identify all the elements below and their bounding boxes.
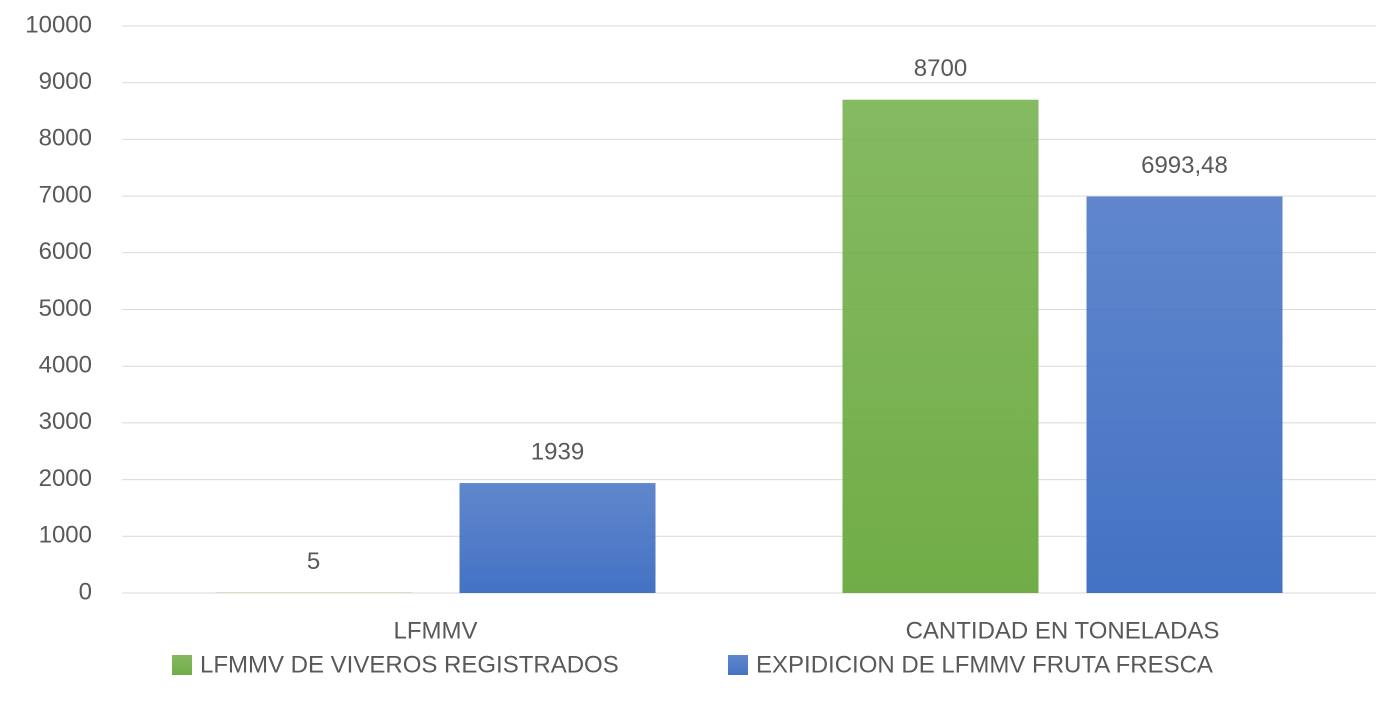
y-tick-label: 0 (79, 578, 92, 605)
data-label: 6993,48 (1141, 152, 1228, 179)
y-tick-label: 3000 (39, 408, 92, 435)
y-tick-label: 4000 (39, 352, 92, 379)
y-tick-label: 2000 (39, 465, 92, 492)
y-tick-label: 5000 (39, 295, 92, 322)
bar (1086, 196, 1283, 594)
x-tick-label: CANTIDAD EN TONELADAS (906, 617, 1220, 644)
data-label: 1939 (531, 438, 584, 465)
x-tick-label: LFMMV (394, 617, 478, 644)
bar (842, 99, 1039, 594)
data-label: 5 (307, 548, 320, 575)
y-tick-label: 1000 (39, 522, 92, 549)
legend-label: EXPIDICION DE LFMMV FRUTA FRESCA (756, 651, 1213, 678)
legend-swatch (172, 655, 192, 675)
y-tick-label: 10000 (25, 11, 92, 38)
y-tick-label: 8000 (39, 125, 92, 152)
legend-swatch (728, 655, 748, 675)
y-tick-label: 6000 (39, 238, 92, 265)
data-label: 8700 (914, 55, 967, 82)
y-tick-label: 7000 (39, 181, 92, 208)
y-tick-label: 9000 (39, 68, 92, 95)
bar (459, 483, 656, 593)
legend-label: LFMMV DE VIVEROS REGISTRADOS (200, 651, 619, 678)
